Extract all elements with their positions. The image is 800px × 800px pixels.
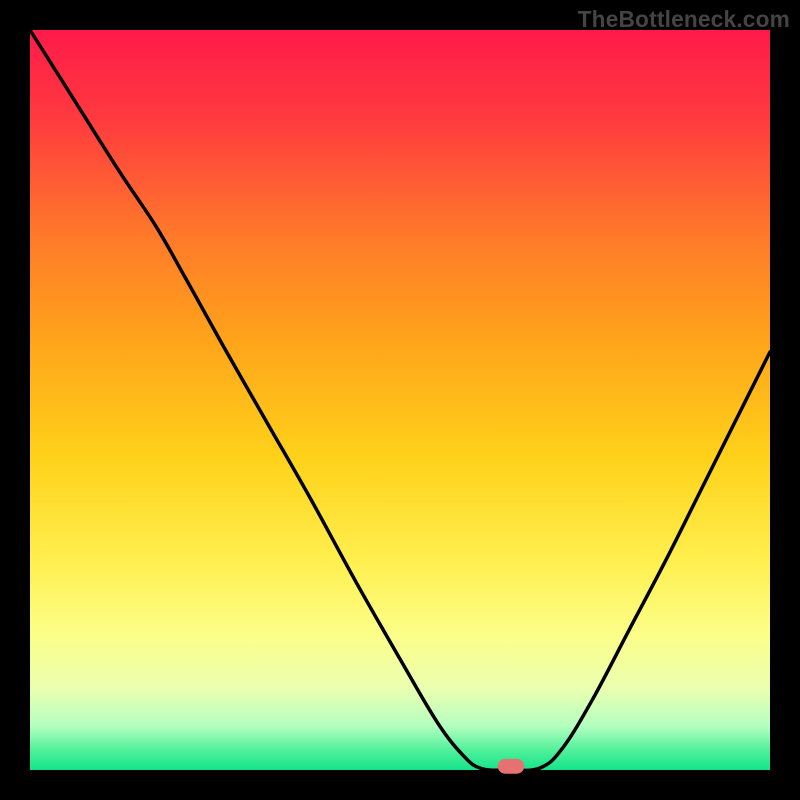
chart-frame: { "meta": { "watermark": "TheBottleneck.…: [0, 0, 800, 800]
optimal-marker: [498, 759, 525, 774]
bottleneck-chart: [0, 0, 800, 800]
watermark-text: TheBottleneck.com: [578, 6, 790, 33]
